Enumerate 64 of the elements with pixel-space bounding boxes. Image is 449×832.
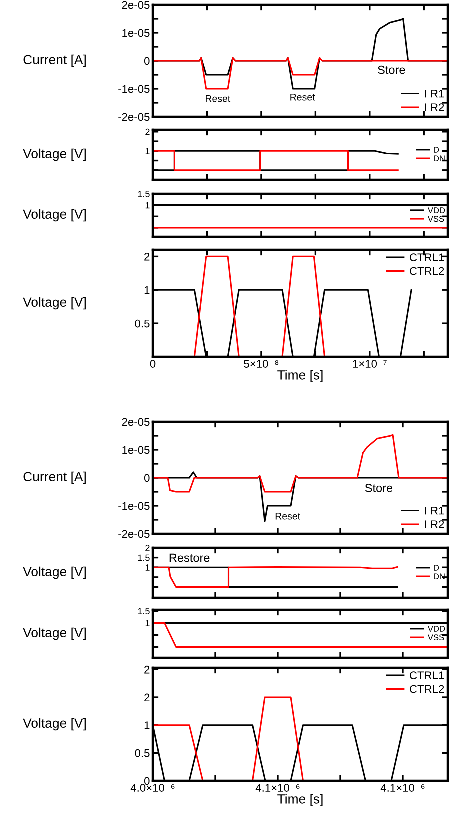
x-tick-label: 4.0×10⁻⁶ xyxy=(130,784,175,792)
y-axis-title: Voltage [V] xyxy=(23,148,86,162)
y-axis-title: Voltage [V] xyxy=(23,718,86,731)
y-tick-label: 2 xyxy=(144,252,150,261)
y-tick-label: 0.5 xyxy=(135,320,150,328)
y-tick-label: -1e-05 xyxy=(118,85,150,94)
legend-label: I R2 xyxy=(425,104,444,112)
y-tick-label: 0 xyxy=(144,777,150,786)
y-tick-label: 1e-05 xyxy=(122,29,150,38)
x-axis-title: Time [s] xyxy=(278,370,323,382)
legend-label: CTRL2 xyxy=(410,685,444,694)
x-tick-label: 4.1×10⁻⁶ xyxy=(256,784,300,792)
y-tick-label: 1 xyxy=(146,620,150,626)
y-tick-label: 0 xyxy=(144,474,150,482)
x-tick-label: 4.1×10⁻⁶ xyxy=(380,784,425,792)
y-tick-label: -2e-05 xyxy=(118,113,150,122)
y-tick-label: 1 xyxy=(144,286,150,294)
y-tick-label: 2e-05 xyxy=(122,1,150,10)
x-axis-title: Time [s] xyxy=(278,794,323,806)
y-tick-label: -2e-05 xyxy=(118,530,150,538)
y-tick-label: 2e-05 xyxy=(122,418,150,426)
legend-label: D xyxy=(434,147,440,153)
legend-label: VSS xyxy=(428,634,444,641)
y-tick-label: 1e-05 xyxy=(122,446,150,454)
y-axis-title: Current [A] xyxy=(24,54,86,68)
y-tick-label: 1 xyxy=(146,564,150,571)
y-axis-title: Current [A] xyxy=(24,472,86,484)
y-tick-label: -1e-05 xyxy=(118,502,150,510)
x-tick-label: 5×10⁻⁸ xyxy=(244,360,279,368)
y-tick-label: 2 xyxy=(144,694,150,702)
y-tick-label: 2 xyxy=(146,128,150,136)
y-axis-title: Voltage [V] xyxy=(23,297,86,310)
legend-label: I R2 xyxy=(425,520,444,528)
y-axis-title: Voltage [V] xyxy=(23,628,86,640)
y-tick-label: 2 xyxy=(144,666,150,674)
x-tick-label: 1×10⁻⁷ xyxy=(353,360,387,368)
legend-label: D xyxy=(434,565,440,571)
annotation: Reset xyxy=(276,513,300,520)
y-tick-label: 1 xyxy=(146,148,150,154)
y-tick-label: 1 xyxy=(144,722,150,730)
y-tick-label: 1.5 xyxy=(138,191,150,198)
annotation: Store xyxy=(365,484,393,492)
y-axis-title: Voltage [V] xyxy=(23,209,86,222)
legend-label: I R1 xyxy=(425,507,444,515)
line-series xyxy=(153,57,448,90)
y-tick-label: 0 xyxy=(144,57,150,66)
y-tick-label: 0.5 xyxy=(135,749,150,758)
annotation: Store xyxy=(378,66,406,74)
annotation: Restore xyxy=(170,554,210,562)
y-tick-label: 2 xyxy=(146,544,150,552)
line-series xyxy=(153,434,448,493)
legend-label: CTRL1 xyxy=(410,254,444,262)
y-tick-label: 1.5 xyxy=(138,554,150,562)
annotation: Reset xyxy=(290,94,316,101)
legend-label: CTRL1 xyxy=(410,672,444,680)
y-axis-title: Voltage [V] xyxy=(23,566,86,580)
legend-label: VDD xyxy=(428,208,446,214)
legend-label: CTRL2 xyxy=(410,267,444,276)
legend-label: VSS xyxy=(428,216,444,222)
y-tick-label: 1 xyxy=(146,202,150,209)
legend-label: I R1 xyxy=(425,90,444,98)
annotation: Reset xyxy=(206,95,231,102)
y-tick-label: 1.5 xyxy=(138,608,150,615)
legend-label: VDD xyxy=(428,626,446,632)
